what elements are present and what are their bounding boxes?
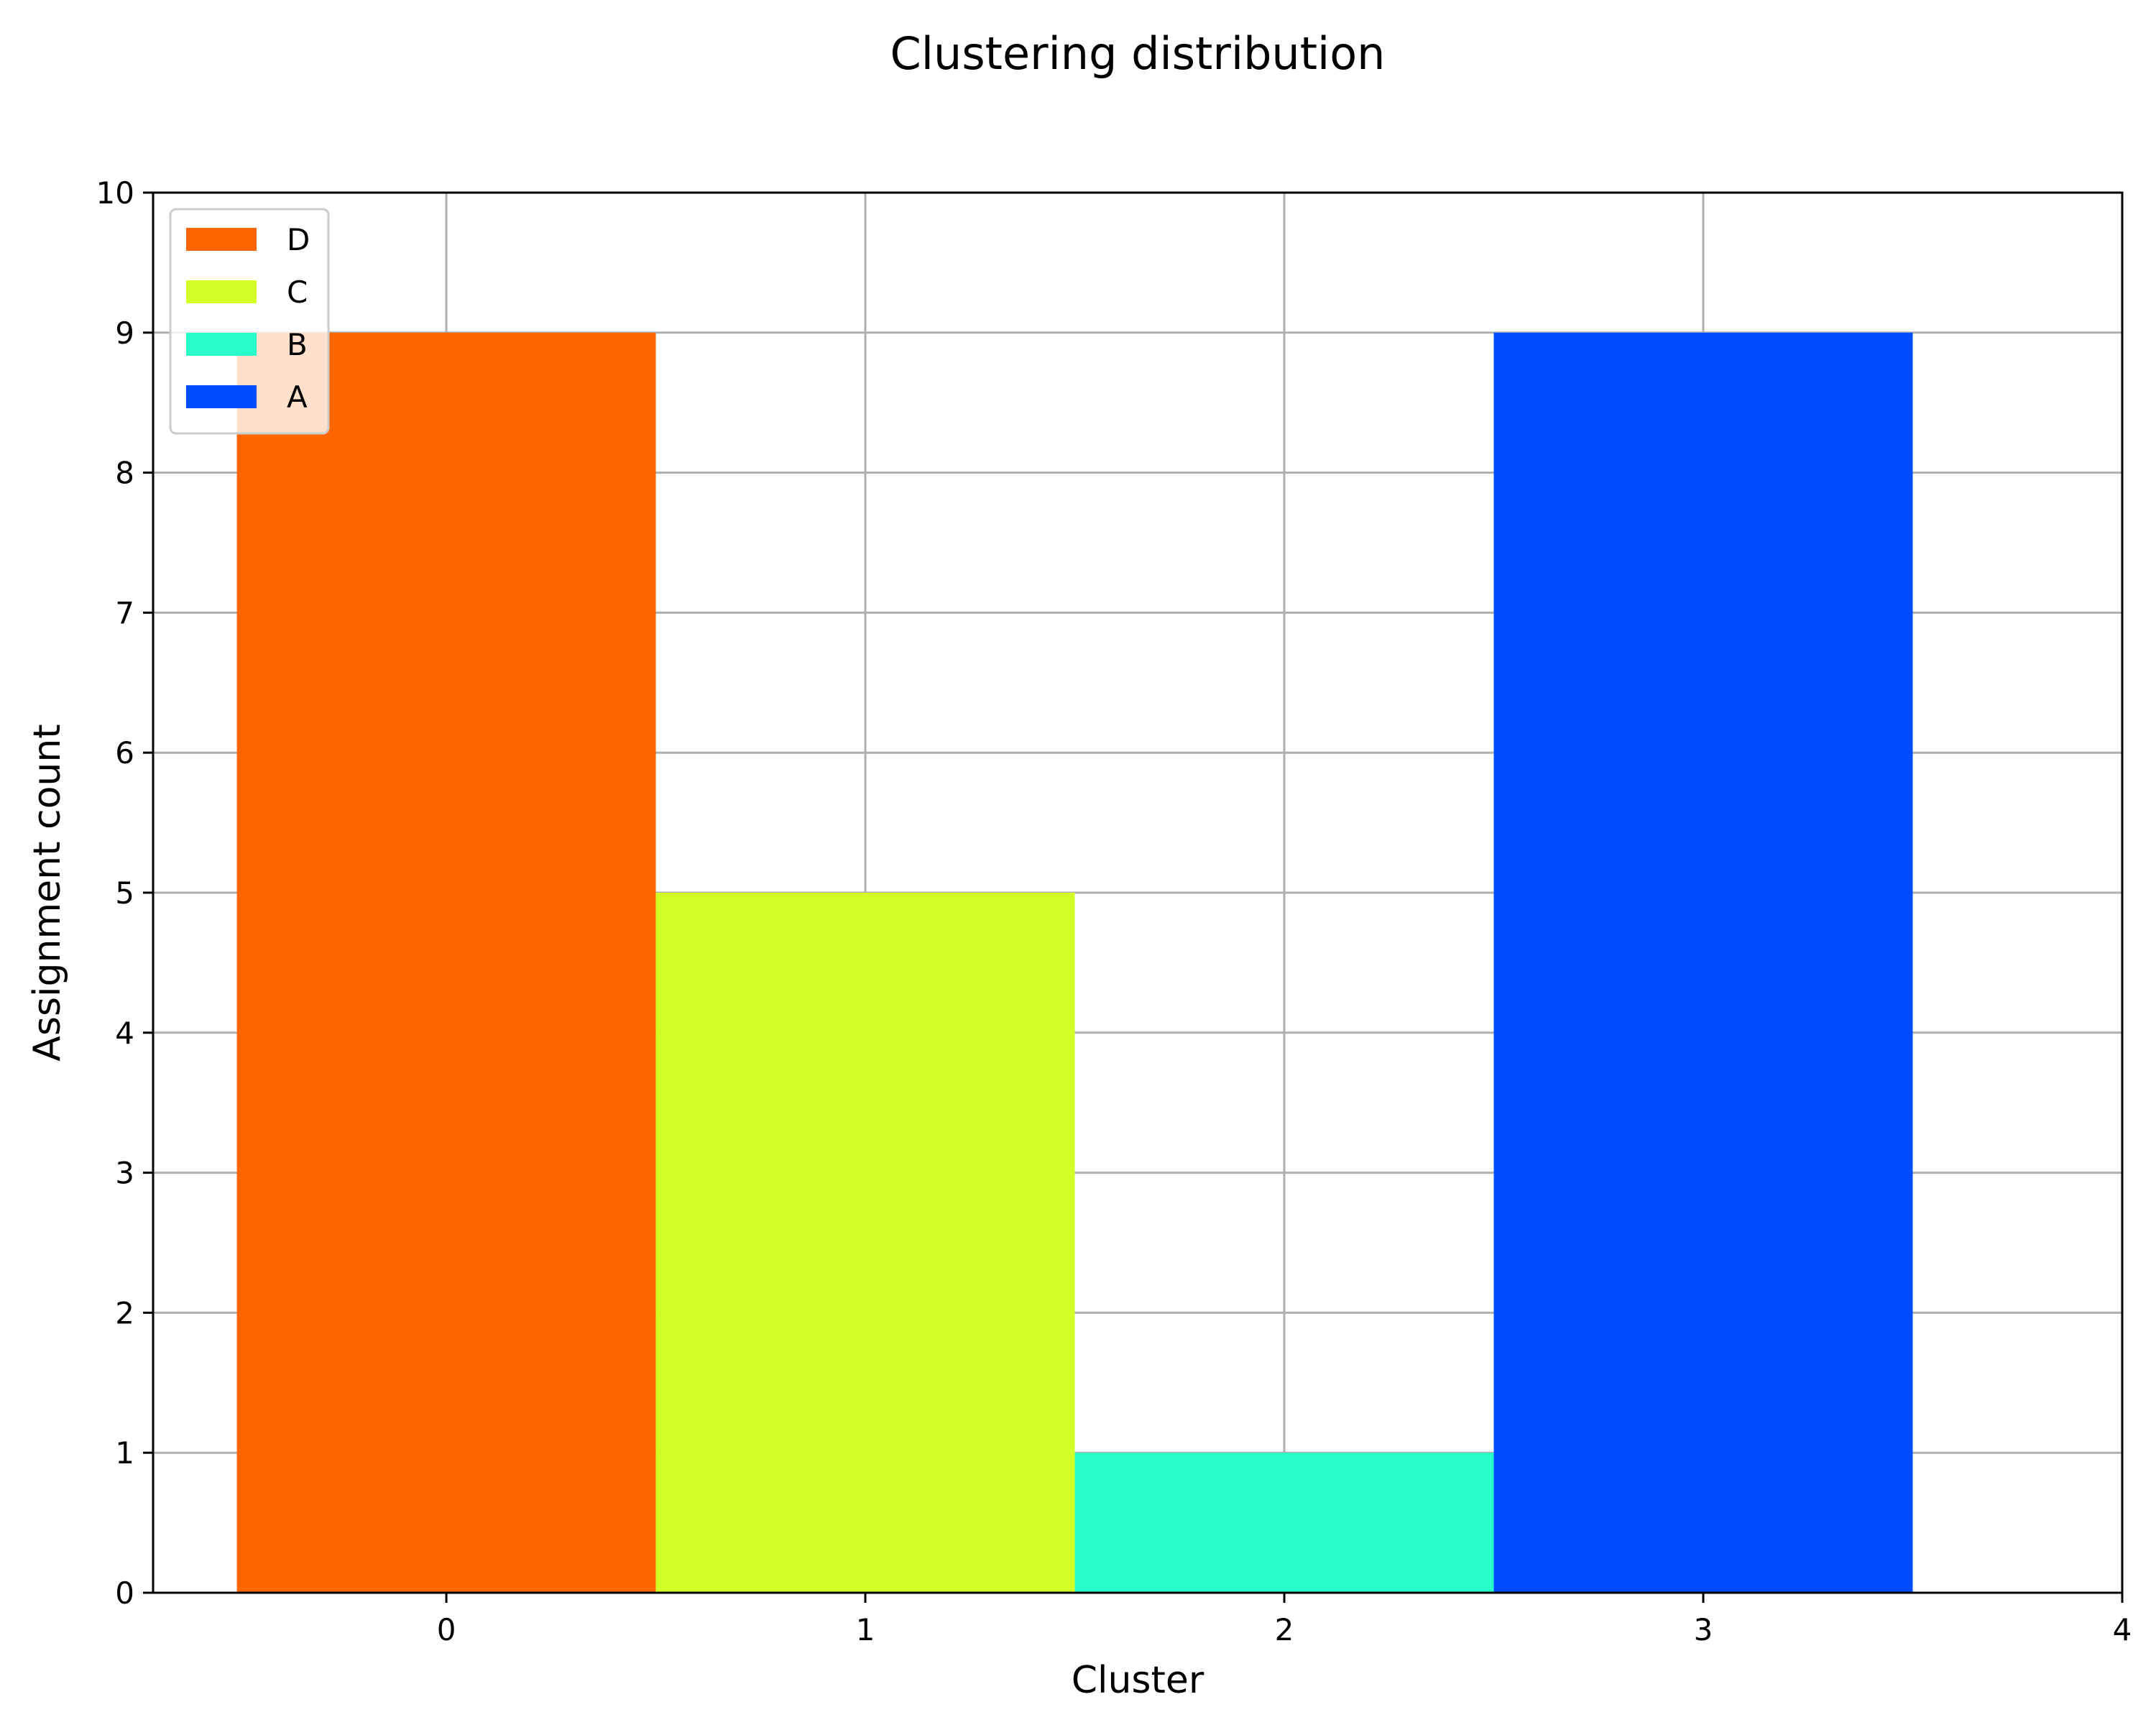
bar-C bbox=[655, 893, 1075, 1593]
y-tick-label: 3 bbox=[115, 1156, 134, 1191]
y-tick-label: 6 bbox=[115, 735, 134, 770]
legend-swatch-C bbox=[186, 280, 257, 303]
bar-A bbox=[1493, 332, 1913, 1593]
x-tick-label: 0 bbox=[437, 1612, 456, 1647]
bar-B bbox=[1074, 1453, 1494, 1593]
y-tick-label: 5 bbox=[115, 875, 134, 911]
y-tick-label: 2 bbox=[115, 1295, 134, 1330]
legend-label-C: C bbox=[287, 275, 308, 310]
x-tick-label: 4 bbox=[2113, 1612, 2132, 1647]
legend-label-A: A bbox=[287, 380, 308, 415]
y-tick-label: 1 bbox=[115, 1435, 134, 1471]
bar-D bbox=[236, 332, 656, 1593]
legend-box bbox=[169, 208, 330, 435]
legend-label-D: D bbox=[287, 222, 310, 257]
x-tick-label: 1 bbox=[856, 1612, 875, 1647]
y-tick-label: 0 bbox=[115, 1576, 134, 1611]
bars bbox=[236, 332, 1913, 1593]
legend-swatch-D bbox=[186, 228, 257, 251]
y-axis-label: Assignment count bbox=[26, 724, 69, 1061]
y-axis-ticks: 0 1 2 3 4 5 6 7 8 9 10 bbox=[96, 175, 153, 1611]
legend-swatch-A bbox=[186, 385, 257, 408]
x-axis-ticks: 0 1 2 3 4 bbox=[437, 1593, 2132, 1647]
y-tick-label: 8 bbox=[115, 456, 134, 491]
y-tick-label: 4 bbox=[115, 1016, 134, 1051]
chart-title: Clustering distribution bbox=[890, 27, 1386, 80]
x-tick-label: 2 bbox=[1275, 1612, 1294, 1647]
x-tick-label: 3 bbox=[1694, 1612, 1713, 1647]
x-axis-label: Cluster bbox=[1072, 1659, 1204, 1702]
legend-swatch-B bbox=[186, 333, 257, 356]
legend-label-B: B bbox=[287, 327, 308, 362]
y-tick-label: 9 bbox=[115, 316, 134, 351]
y-tick-label: 7 bbox=[115, 595, 134, 630]
y-tick-label: 10 bbox=[96, 175, 134, 211]
